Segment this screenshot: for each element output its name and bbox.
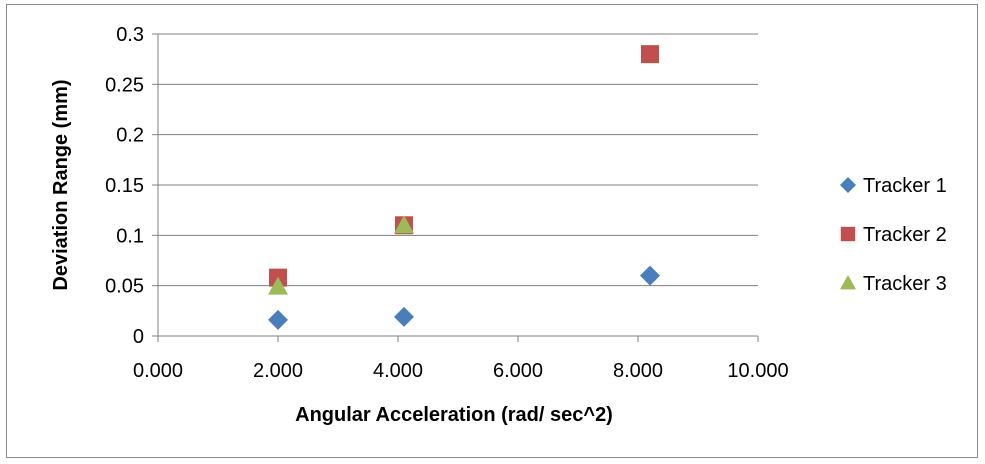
y-tick-label: 0.3 bbox=[116, 24, 144, 46]
data-points bbox=[268, 45, 660, 330]
gridlines bbox=[158, 33, 758, 287]
x-tick-label: 6.000 bbox=[493, 360, 543, 382]
point-tracker-3 bbox=[268, 276, 288, 295]
axes bbox=[152, 33, 759, 342]
chart-frame bbox=[6, 4, 978, 458]
y-tick-label: 0.2 bbox=[116, 125, 144, 147]
legend-label-tracker-1: Tracker 1 bbox=[863, 175, 947, 197]
y-tick-label: 0.15 bbox=[105, 175, 144, 197]
y-tick-label: 0 bbox=[133, 326, 144, 348]
legend-marker-tracker-1 bbox=[840, 177, 856, 193]
legend-marker-tracker-3 bbox=[840, 275, 856, 290]
legend-label-tracker-3: Tracker 3 bbox=[863, 273, 947, 295]
legend-label-tracker-2: Tracker 2 bbox=[863, 224, 947, 246]
point-tracker-3 bbox=[394, 215, 414, 234]
x-tick-label: 2.000 bbox=[253, 360, 303, 382]
x-tick-labels: 0.000 2.000 4.000 6.000 8.000 10.000 bbox=[133, 360, 789, 382]
x-axis-title: Angular Acceleration (rad/ sec^2) bbox=[295, 404, 613, 426]
x-tick-label: 8.000 bbox=[613, 360, 663, 382]
point-tracker-1 bbox=[394, 306, 414, 327]
legend-marker-tracker-2 bbox=[840, 226, 856, 242]
y-axis-title: Deviation Range (mm) bbox=[50, 79, 72, 290]
y-tick-label: 0.1 bbox=[116, 225, 144, 247]
x-tick-label: 10.000 bbox=[727, 360, 788, 382]
y-tick-label: 0.25 bbox=[105, 74, 144, 96]
point-tracker-2 bbox=[641, 45, 659, 64]
legend: Tracker 1 Tracker 2 Tracker 3 bbox=[840, 175, 947, 295]
point-tracker-1 bbox=[268, 309, 288, 330]
x-tick-label: 4.000 bbox=[373, 360, 423, 382]
y-tick-label: 0.05 bbox=[105, 276, 144, 298]
y-tick-labels: 0 0.05 0.1 0.15 0.2 0.25 0.3 bbox=[105, 24, 144, 348]
x-tick-label: 0.000 bbox=[133, 360, 183, 382]
point-tracker-1 bbox=[640, 265, 660, 286]
